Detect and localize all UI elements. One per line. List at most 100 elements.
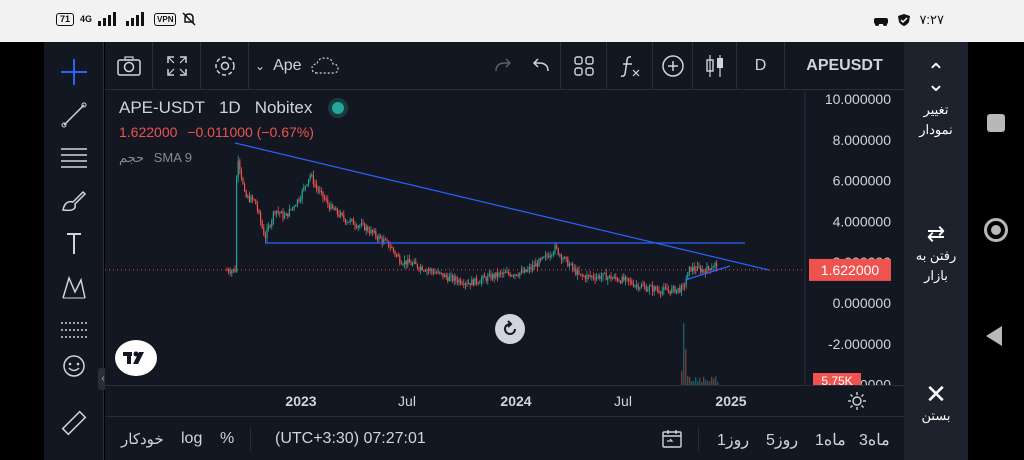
candle-body	[256, 204, 258, 211]
symbol-label[interactable]: APEUSDT	[806, 57, 883, 74]
symbol-search[interactable]: ⌄ Ape	[249, 42, 345, 90]
candle-body	[436, 272, 438, 274]
fib-tool[interactable]	[58, 142, 90, 174]
auto-scale-button[interactable]: خودکار	[121, 431, 164, 448]
candle-body	[388, 240, 390, 247]
candle-body	[687, 272, 689, 280]
range-3m-button[interactable]: 3ماه	[859, 432, 890, 449]
volume-bar	[691, 381, 693, 385]
candle-body	[383, 239, 385, 243]
candle-body	[341, 212, 343, 215]
candle-body	[428, 269, 430, 271]
candle-body	[488, 273, 490, 276]
crosshair-tool[interactable]	[58, 56, 90, 88]
candle-body	[426, 269, 428, 272]
range-5d-button[interactable]: 5روز	[766, 432, 799, 449]
recent-apps-button[interactable]	[987, 114, 1005, 132]
candle-body	[484, 275, 486, 278]
candle-body	[560, 254, 562, 260]
candle-body	[535, 263, 537, 267]
measure-tool[interactable]	[58, 314, 90, 346]
layout-button[interactable]	[561, 42, 607, 90]
emoji-tool[interactable]	[58, 350, 90, 382]
ruler-icon	[61, 410, 87, 436]
candle-body	[527, 269, 529, 272]
candle-body	[479, 282, 481, 284]
interval-label: 1D	[218, 98, 241, 117]
candle-body	[381, 238, 383, 243]
symbol-search-text: Ape	[273, 57, 302, 74]
text-tool[interactable]	[58, 228, 90, 260]
toolbar-collapse-button[interactable]: ‹	[98, 368, 108, 390]
candle-body	[671, 288, 673, 294]
sun-icon[interactable]	[847, 391, 867, 411]
home-button[interactable]	[984, 218, 1008, 242]
fullscreen-button[interactable]	[153, 42, 201, 90]
log-scale-button[interactable]: log	[181, 430, 203, 447]
battery-indicator: 71	[56, 12, 75, 26]
candle-body	[461, 283, 463, 285]
candle-body	[328, 204, 330, 210]
redo-button[interactable]	[485, 42, 521, 90]
range-1d-button[interactable]: 1روز	[717, 432, 750, 449]
candle-body	[392, 247, 394, 252]
clock: ۷:۲۷	[919, 12, 944, 27]
candle-body	[672, 286, 674, 289]
chart-pane[interactable]: 10.0000008.0000006.0000004.0000002.00000…	[105, 90, 904, 385]
date-range-icon[interactable]	[661, 429, 683, 449]
candle-body	[279, 212, 281, 214]
reset-chart-button[interactable]	[495, 314, 525, 344]
candle-body	[349, 219, 351, 223]
pattern-tool[interactable]	[58, 271, 90, 303]
candle-body	[647, 289, 649, 292]
candle-body	[660, 292, 662, 294]
add-button[interactable]	[653, 42, 693, 90]
trendline-tool[interactable]	[58, 99, 90, 131]
timezone-button[interactable]: (UTC+3:30) 07:27:01	[275, 430, 426, 447]
chart-type-button[interactable]	[693, 42, 737, 90]
interval-button[interactable]: D	[737, 42, 785, 90]
tradingview-logo[interactable]	[115, 340, 157, 376]
status-bar: 71 4G VPN ۷:۲۷	[0, 0, 1024, 42]
candle-body	[367, 226, 369, 232]
volume-bar	[699, 377, 701, 385]
brush-tool[interactable]	[58, 185, 90, 217]
candle-body	[424, 270, 426, 272]
candle-body	[503, 272, 505, 274]
candle-body	[421, 266, 423, 271]
undo-button[interactable]	[521, 42, 561, 90]
ruler-tool[interactable]	[58, 407, 90, 439]
change-chart-button[interactable]: ⌃ ⌄ تغییر نمودار	[904, 60, 968, 140]
go-to-market-button[interactable]: ⇄ رفتن به بازار	[904, 222, 968, 286]
back-button[interactable]	[986, 326, 1002, 346]
candle-body	[661, 290, 663, 294]
last-price: 1.622000	[119, 124, 178, 140]
candle-body	[586, 274, 588, 280]
candle-body	[696, 266, 698, 271]
indicators-button[interactable]	[607, 42, 653, 90]
candle-body	[303, 186, 305, 191]
screenshot-button[interactable]	[105, 42, 153, 90]
price-chart[interactable]: 10.0000008.0000006.0000004.0000002.00000…	[105, 90, 904, 385]
candle-body	[271, 220, 273, 227]
redo-icon	[495, 58, 512, 72]
candle-body	[368, 231, 370, 234]
close-button[interactable]: ✕ بستن	[904, 381, 968, 426]
candle-body	[677, 287, 679, 290]
time-axis[interactable]: 2023 Jul 2024 Jul 2025	[105, 386, 904, 416]
candle-body	[551, 254, 553, 256]
candle-body	[615, 276, 617, 279]
function-icon	[620, 56, 639, 77]
settings-button[interactable]	[201, 42, 249, 90]
candle-body	[402, 264, 404, 266]
indicator-row[interactable]: حجم SMA 9	[119, 150, 344, 166]
range-1m-button[interactable]: 1ماه	[815, 432, 846, 449]
candle-body	[415, 261, 417, 265]
candle-body	[701, 269, 703, 273]
candle-body	[336, 208, 338, 214]
indicator-name: SMA 9	[153, 150, 193, 165]
percent-scale-button[interactable]: %	[220, 430, 235, 447]
candle-body	[359, 225, 361, 227]
candle-body	[517, 275, 519, 277]
price-change-row: 1.622000 −0.011000 (−0.67%)	[119, 124, 344, 140]
